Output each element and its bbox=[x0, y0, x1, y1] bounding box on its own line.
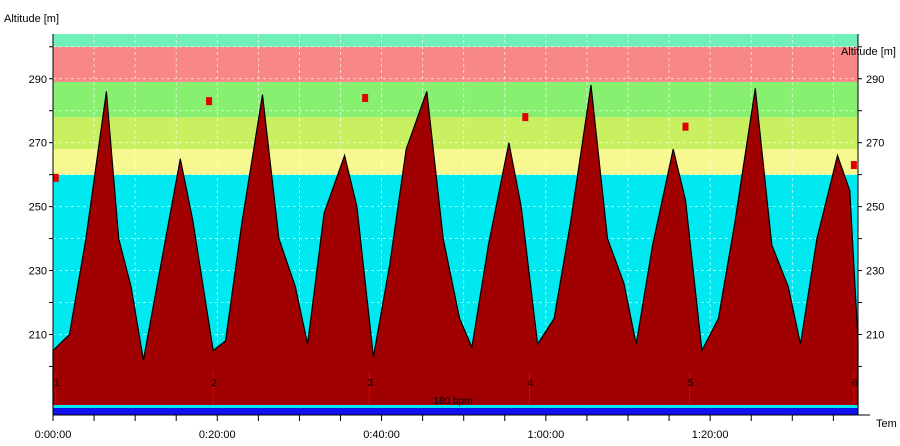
y-tick-label-right: 290 bbox=[866, 74, 884, 86]
lap-label: 4 bbox=[528, 378, 534, 389]
altitude-area bbox=[52, 85, 859, 409]
x-tick-label: 1:20:00 bbox=[692, 429, 729, 441]
marker-point bbox=[206, 97, 213, 106]
x-tick-label: 0:40:00 bbox=[363, 429, 400, 441]
x-tick-label: 0:00:00 bbox=[35, 429, 72, 441]
lap-label: 5 bbox=[688, 378, 694, 389]
zone-band bbox=[53, 117, 858, 150]
y-tick-label-left: 210 bbox=[29, 329, 47, 341]
marker-point bbox=[682, 122, 689, 131]
bottom-strips bbox=[53, 405, 858, 415]
marker-layer bbox=[52, 93, 857, 182]
lap-label: 3 bbox=[367, 378, 373, 389]
lap-layer: 1 2 3 4 5 6 bbox=[54, 372, 858, 408]
y-tick-label-left: 290 bbox=[29, 74, 47, 86]
lap-label: 6 bbox=[852, 378, 858, 389]
y-tick-label-right: 230 bbox=[866, 266, 884, 278]
blue-strip bbox=[53, 408, 858, 415]
y-tick-label-left: 230 bbox=[29, 266, 47, 278]
lap-label: 1 bbox=[54, 378, 60, 389]
y-axis-label-right: Altitude [m] bbox=[841, 46, 896, 58]
y-tick-label-right: 250 bbox=[866, 202, 884, 214]
x-tick-label: 1:00:00 bbox=[528, 429, 565, 441]
zone-band bbox=[53, 81, 858, 118]
y-tick-label-right: 210 bbox=[866, 329, 884, 341]
bpm-label: 180 bpm bbox=[434, 396, 473, 407]
marker-point bbox=[522, 113, 529, 122]
x-tick-label: 0:20:00 bbox=[199, 429, 236, 441]
marker-point bbox=[850, 161, 857, 170]
y-tick-label-left: 270 bbox=[29, 138, 47, 150]
marker-point bbox=[52, 173, 59, 182]
altitude-series-area bbox=[52, 85, 859, 409]
axes: 210 210 230 230 250 250 270 270 290 290 0:00:00 0:2… bbox=[29, 34, 884, 441]
zone-band bbox=[53, 34, 858, 47]
hr-strip bbox=[53, 405, 858, 408]
y-axis-label-left: Altitude [m] bbox=[4, 13, 59, 25]
zone-band bbox=[53, 149, 858, 175]
y-tick-label-left: 250 bbox=[29, 202, 47, 214]
zone-band bbox=[53, 46, 858, 82]
y-tick-label-right: 270 bbox=[866, 138, 884, 150]
x-axis-label: Tem bbox=[876, 418, 897, 430]
lap-label: 2 bbox=[211, 378, 217, 389]
marker-point bbox=[362, 93, 369, 102]
